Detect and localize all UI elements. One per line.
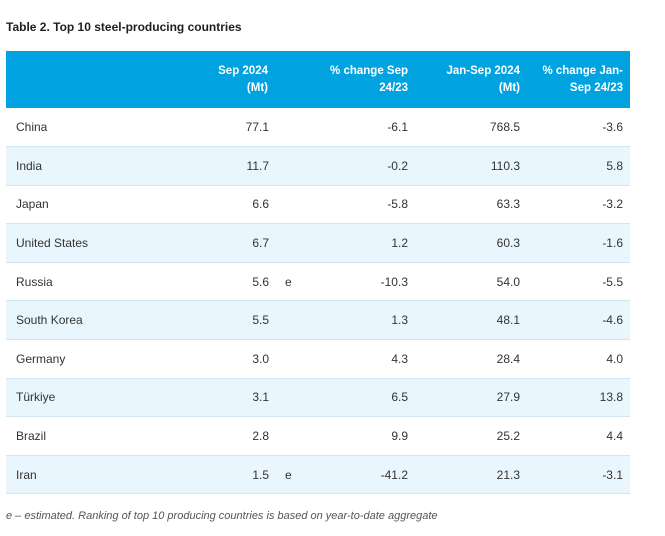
cell-change-jan-sep: 13.8 — [527, 378, 630, 418]
cell-sep-2024: 1.5 — [176, 455, 275, 495]
cell-change-jan-sep: 4.4 — [527, 416, 630, 456]
cell-jan-sep-2024: 768.5 — [415, 108, 527, 148]
cell-estimate-flag: e — [275, 455, 305, 495]
cell-sep-2024: 5.6 — [176, 262, 275, 302]
cell-country: Brazil — [6, 416, 176, 456]
cell-jan-sep-2024: 110.3 — [415, 146, 527, 186]
cell-change-sep: 1.3 — [305, 300, 415, 341]
header-estimate-flag — [275, 51, 305, 108]
header-sep-2024-line1: Sep 2024 — [218, 64, 268, 77]
table-row: Brazil 2.8 9.9 25.2 4.4 — [6, 416, 630, 456]
cell-change-sep: -6.1 — [305, 108, 415, 148]
cell-sep-2024: 6.7 — [176, 223, 275, 263]
cell-estimate-flag — [275, 146, 305, 186]
cell-change-jan-sep: -1.6 — [527, 223, 630, 263]
cell-country: Japan — [6, 185, 176, 225]
cell-change-sep: -0.2 — [305, 146, 415, 186]
cell-sep-2024: 3.1 — [176, 378, 275, 418]
cell-change-jan-sep: -3.6 — [527, 108, 630, 148]
table-row: United States 6.7 1.2 60.3 -1.6 — [6, 223, 630, 263]
table-row: China 77.1 -6.1 768.5 -3.6 — [6, 108, 630, 148]
cell-change-sep: -5.8 — [305, 185, 415, 225]
cell-country: China — [6, 108, 176, 148]
table-row: Russia 5.6 e -10.3 54.0 -5.5 — [6, 262, 630, 302]
cell-change-jan-sep: 5.8 — [527, 146, 630, 186]
header-change-jan-sep-line2: Sep 24/23 — [569, 81, 623, 94]
table-row: Japan 6.6 -5.8 63.3 -3.2 — [6, 185, 630, 225]
cell-estimate-flag — [275, 223, 305, 263]
header-jan-sep-2024: Jan-Sep 2024 (Mt) — [415, 51, 527, 108]
header-change-jan-sep: % change Jan- Sep 24/23 — [527, 51, 630, 108]
table-body: China 77.1 -6.1 768.5 -3.6 India 11.7 -0… — [6, 108, 630, 495]
cell-jan-sep-2024: 54.0 — [415, 262, 527, 302]
cell-change-sep: 1.2 — [305, 223, 415, 263]
cell-jan-sep-2024: 28.4 — [415, 339, 527, 379]
cell-jan-sep-2024: 48.1 — [415, 300, 527, 341]
header-sep-2024: Sep 2024 (Mt) — [176, 51, 275, 108]
table-row: South Korea 5.5 1.3 48.1 -4.6 — [6, 300, 630, 341]
header-change-sep-line2: 24/23 — [379, 81, 408, 94]
table-row: India 11.7 -0.2 110.3 5.8 — [6, 146, 630, 186]
header-country — [6, 51, 176, 108]
cell-country: United States — [6, 223, 176, 263]
cell-country: Germany — [6, 339, 176, 379]
steel-production-table: Sep 2024 (Mt) % change Sep 24/23 Jan-Sep… — [6, 51, 630, 495]
cell-jan-sep-2024: 25.2 — [415, 416, 527, 456]
cell-estimate-flag — [275, 185, 305, 225]
cell-sep-2024: 6.6 — [176, 185, 275, 225]
header-change-jan-sep-line1: % change Jan- — [542, 64, 623, 77]
header-sep-2024-line2: (Mt) — [246, 81, 268, 94]
cell-change-jan-sep: 4.0 — [527, 339, 630, 379]
cell-change-sep: -10.3 — [305, 262, 415, 302]
cell-change-sep: 9.9 — [305, 416, 415, 456]
table-row: Türkiye 3.1 6.5 27.9 13.8 — [6, 378, 630, 418]
header-change-sep-line1: % change Sep — [330, 64, 408, 77]
cell-estimate-flag — [275, 300, 305, 341]
table-row: Iran 1.5 e -41.2 21.3 -3.1 — [6, 455, 630, 495]
cell-jan-sep-2024: 60.3 — [415, 223, 527, 263]
cell-country: Russia — [6, 262, 176, 302]
cell-country: South Korea — [6, 300, 176, 341]
cell-sep-2024: 2.8 — [176, 416, 275, 456]
table-header: Sep 2024 (Mt) % change Sep 24/23 Jan-Sep… — [6, 51, 630, 108]
cell-country: India — [6, 146, 176, 186]
cell-estimate-flag — [275, 108, 305, 148]
header-change-sep: % change Sep 24/23 — [305, 51, 415, 108]
cell-sep-2024: 3.0 — [176, 339, 275, 379]
header-row: Sep 2024 (Mt) % change Sep 24/23 Jan-Sep… — [6, 51, 630, 108]
cell-estimate-flag — [275, 378, 305, 418]
cell-jan-sep-2024: 27.9 — [415, 378, 527, 418]
cell-change-jan-sep: -4.6 — [527, 300, 630, 341]
cell-estimate-flag — [275, 416, 305, 456]
table-footnote: e – estimated. Ranking of top 10 produci… — [6, 510, 438, 522]
header-jan-sep-2024-line2: (Mt) — [498, 81, 520, 94]
cell-change-jan-sep: -3.2 — [527, 185, 630, 225]
cell-change-sep: 4.3 — [305, 339, 415, 379]
table-title: Table 2. Top 10 steel-producing countrie… — [6, 20, 242, 34]
header-jan-sep-2024-line1: Jan-Sep 2024 — [446, 64, 520, 77]
cell-change-jan-sep: -5.5 — [527, 262, 630, 302]
cell-country: Iran — [6, 455, 176, 495]
cell-sep-2024: 77.1 — [176, 108, 275, 148]
cell-change-jan-sep: -3.1 — [527, 455, 630, 495]
table-row: Germany 3.0 4.3 28.4 4.0 — [6, 339, 630, 379]
cell-jan-sep-2024: 63.3 — [415, 185, 527, 225]
cell-country: Türkiye — [6, 378, 176, 418]
cell-jan-sep-2024: 21.3 — [415, 455, 527, 495]
cell-sep-2024: 11.7 — [176, 146, 275, 186]
cell-sep-2024: 5.5 — [176, 300, 275, 341]
cell-change-sep: 6.5 — [305, 378, 415, 418]
cell-estimate-flag: e — [275, 262, 305, 302]
cell-estimate-flag — [275, 339, 305, 379]
cell-change-sep: -41.2 — [305, 455, 415, 495]
